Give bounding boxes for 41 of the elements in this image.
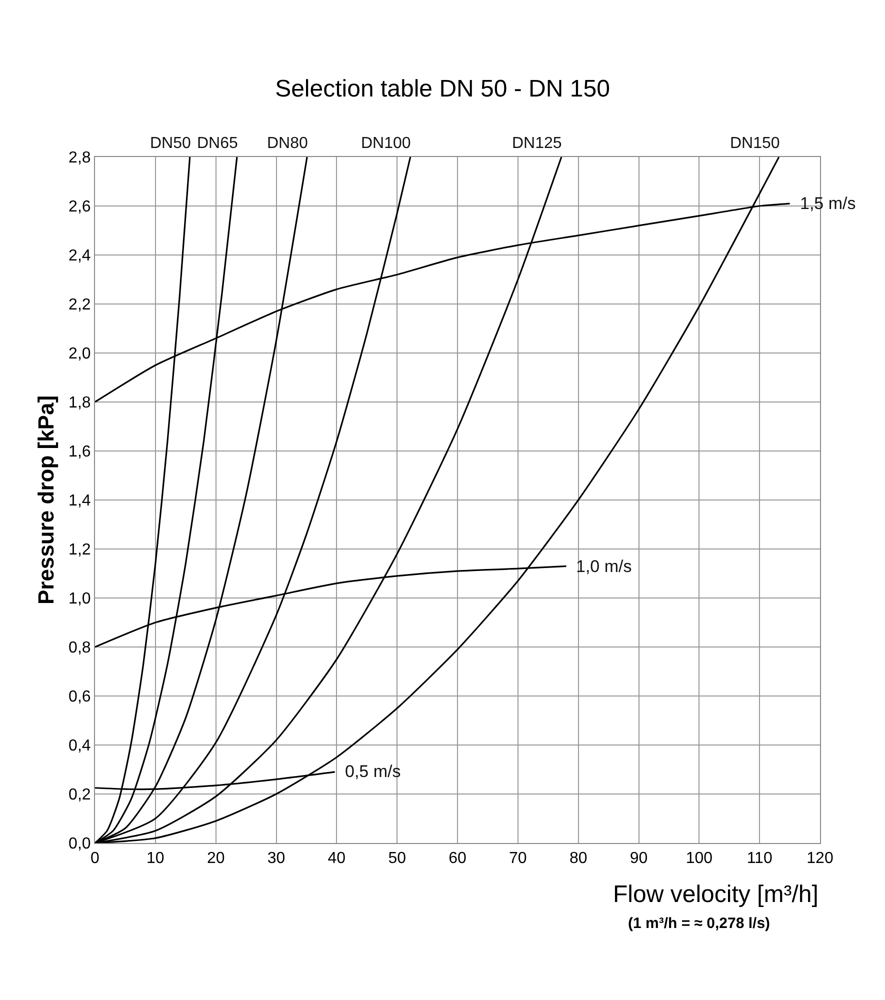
text: (1 m³/h = ≈ 0,278 l/s) [628,915,770,932]
x-tick-label: 50 [388,850,406,868]
x-tick-label: 100 [686,850,713,868]
x-tick-label: 110 [746,850,772,868]
y-tick-label: 2,0 [68,346,91,363]
series-label: DN80 [267,135,308,152]
x-tick-label: 40 [328,850,346,868]
x-tick-label: 80 [569,850,588,868]
y-tick-label: 0,8 [68,640,91,657]
y-tick-label: 0,4 [68,738,91,755]
y-tick-label: 2,6 [68,198,91,216]
y-tick-label: 0,0 [68,836,91,853]
x-axis-title: Flow velocity [m³/h] [613,881,818,908]
series-label: 0,5 m/s [345,762,401,781]
x-tick-label: 70 [509,850,527,868]
series-label: DN65 [197,135,238,152]
y-tick-label: 2,8 [68,150,91,167]
series-label: 1,0 m/s [576,557,632,576]
y-tick-label: 0,6 [68,688,91,706]
x-tick-label: 10 [146,850,164,868]
x-tick-label: 90 [630,850,648,868]
x-tick-label: 60 [448,850,466,868]
x-tick-label: 20 [206,850,225,868]
series-label: DN150 [730,135,780,152]
y-axis-title: Pressure drop [kPa] [33,395,58,605]
series-label: DN125 [512,135,562,152]
y-tick-label: 1,6 [68,444,91,461]
y-tick-label: 2,2 [68,296,91,314]
series-label: DN100 [361,135,411,152]
x-tick-label: 30 [267,850,286,868]
x-tick-label: 120 [806,850,834,868]
series-label: 1,5 m/s [800,194,856,213]
y-tick-label: 1,2 [68,542,91,559]
y-tick-label: 2,4 [68,248,91,265]
y-tick-label: 1,4 [68,492,91,510]
x-tick-label: 0 [90,850,100,868]
chart-title: Selection table DN 50 - DN 150 [275,75,610,102]
y-tick-label: 1,0 [68,590,91,608]
y-tick-label: 1,8 [68,394,91,412]
y-tick-label: 0,2 [68,786,91,804]
series-label: DN50 [150,135,192,152]
